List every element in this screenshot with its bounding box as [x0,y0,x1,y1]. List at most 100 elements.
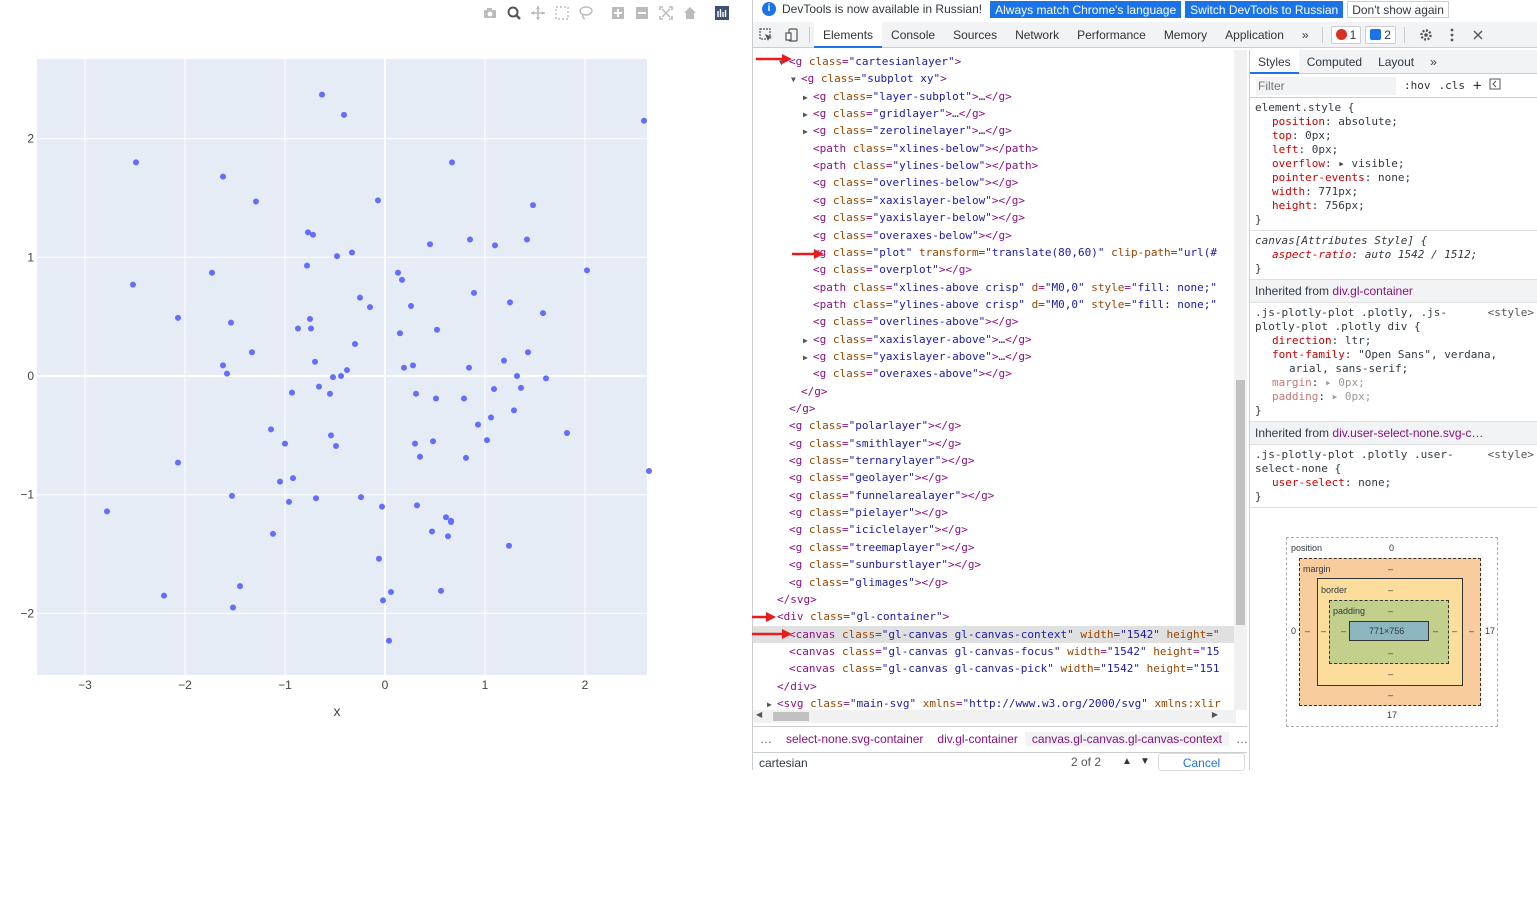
scatter-point[interactable] [448,517,454,524]
scatter-point[interactable] [401,364,407,371]
zoom-in-icon[interactable] [606,3,630,23]
scatter-point[interactable] [429,528,435,535]
scatter-point[interactable] [386,637,392,644]
tab-memory[interactable]: Memory [1163,27,1208,42]
scatter-point[interactable] [175,459,181,466]
scatter-point[interactable] [412,440,418,447]
css-property[interactable]: direction: ltr; [1255,334,1534,348]
scatter-point[interactable] [408,302,414,309]
scatter-point[interactable] [475,421,481,428]
scatter-point[interactable] [286,498,292,505]
message-count-badge[interactable]: 2 [1365,25,1396,44]
tab-network[interactable]: Network [1015,27,1060,42]
box-select-icon[interactable] [550,3,574,23]
scatter-point[interactable] [104,508,110,515]
scatter-point[interactable] [327,390,333,397]
scatter-point[interactable] [397,330,403,337]
close-devtools-icon[interactable] [1465,22,1491,48]
dom-search-input[interactable] [759,755,1059,770]
scatter-point[interactable] [313,495,319,502]
scatter-point[interactable] [282,440,288,447]
scatter-point[interactable] [352,340,358,347]
scatter-point[interactable] [249,349,255,356]
css-property[interactable]: top: 0px; [1255,129,1534,143]
dom-node-line[interactable]: ▼ <div class="gl-container"> [753,608,949,625]
scatter-point[interactable] [511,407,517,414]
scatter-point[interactable] [540,310,546,317]
scatter-point[interactable] [584,267,590,274]
inherited-element-link[interactable]: div.gl-container [1332,284,1413,298]
dom-node-line[interactable]: <g class="geolayer"></g> [753,469,948,486]
always-match-language-button[interactable]: Always match Chrome's language [990,0,1182,18]
scatter-point[interactable] [564,429,570,436]
scatter-point[interactable] [466,364,472,371]
hover-state-button[interactable]: :hov [1404,79,1431,92]
scatter-point[interactable] [375,197,381,204]
scatter-point[interactable] [467,236,473,243]
dom-node-line[interactable]: <g class="overaxes-below"></g> [753,227,1012,244]
dom-node-line[interactable]: <g class="glimages"></g> [753,574,948,591]
toggle-sidebar-icon[interactable] [1489,78,1501,93]
dom-node-line[interactable]: ▼ <g class="subplot xy"> [753,70,947,87]
scatter-point[interactable] [525,349,531,356]
scatter-point[interactable] [229,492,235,499]
scatter-point[interactable] [501,357,507,364]
rule-selector[interactable]: .js-plotly-plot .plotly, .js-plotly-plot… [1255,306,1448,333]
dom-node-line[interactable]: </div> [753,678,817,695]
scatter-point[interactable] [427,241,433,248]
dom-node-line[interactable]: <g class="sunburstlayer"></g> [753,556,981,573]
inherited-element-link[interactable]: div.user-select-none.svg-c… [1332,426,1484,440]
scatter-point[interactable] [646,467,652,474]
switch-to-russian-button[interactable]: Switch DevTools to Russian [1185,0,1344,18]
css-property[interactable]: left: 0px; [1255,143,1534,157]
scatter-point[interactable] [344,367,350,374]
breadcrumb-item[interactable]: canvas.gl-canvas.gl-canvas-context [1024,731,1229,746]
tab-sources[interactable]: Sources [953,27,998,42]
scatter-point[interactable] [507,299,513,306]
new-style-rule-icon[interactable]: + [1473,77,1482,94]
scatter-point[interactable] [461,395,467,402]
css-property[interactable]: user-select: none; [1255,476,1534,490]
expand-triangle-icon[interactable]: ▶ [803,127,808,137]
scatter-point[interactable] [316,383,322,390]
css-property[interactable]: position: absolute; [1255,115,1534,129]
dom-node-line[interactable]: ▶ <g class="layer-subplot">…</g> [753,88,1012,105]
scatter-point[interactable] [471,289,477,296]
scatter-point[interactable] [290,475,296,482]
scatter-point[interactable] [434,326,440,333]
scatter-point[interactable] [376,555,382,562]
scatter-point[interactable] [388,589,394,596]
scatter-point[interactable] [338,373,344,379]
scatter-point[interactable] [524,236,530,243]
collapse-triangle-icon[interactable]: ▼ [767,613,772,623]
rule-selector[interactable]: .js-plotly-plot .plotly .user-select-non… [1255,448,1454,475]
pan-icon[interactable] [526,3,550,23]
scatter-point[interactable] [230,604,236,611]
scatter-point[interactable] [328,432,334,439]
scatter-point[interactable] [220,362,226,369]
scatter-point[interactable] [433,395,439,402]
scatter-point[interactable] [307,316,313,323]
scatter-point[interactable] [277,478,283,485]
collapse-triangle-icon[interactable]: ▼ [791,75,796,85]
scatter-point[interactable] [224,370,230,377]
scatter-point[interactable] [295,325,301,332]
subtab-computed[interactable]: Computed [1306,54,1363,69]
scatter-point[interactable] [220,173,226,180]
dom-node-line[interactable]: <canvas class="gl-canvas gl-canvas-pick"… [753,660,1220,677]
dont-show-again-button[interactable]: Don't show again [1347,0,1449,18]
scatter-point[interactable] [380,597,386,604]
settings-gear-icon[interactable] [1413,22,1439,48]
scatter-point[interactable] [237,583,243,590]
elements-dom-tree[interactable]: ▼ <g class="cartesianlayer"> ▼ <g class="su… [753,50,1236,710]
scatter-point[interactable] [305,229,311,236]
rule-selector[interactable]: element.style { [1255,101,1355,114]
tab-elements[interactable]: Elements [814,21,883,48]
device-toolbar-icon[interactable] [779,22,805,48]
dom-node-line[interactable]: <path class="ylines-above crisp" d="M0,0… [753,296,1217,313]
subtab-layout[interactable]: Layout [1378,54,1415,69]
scatter-point[interactable] [349,249,355,256]
dom-node-line[interactable]: ▼ <g class="cartesianlayer"> [753,53,961,70]
scroll-right-icon[interactable]: ▶ [1211,710,1218,719]
scatter-point[interactable] [228,319,234,326]
